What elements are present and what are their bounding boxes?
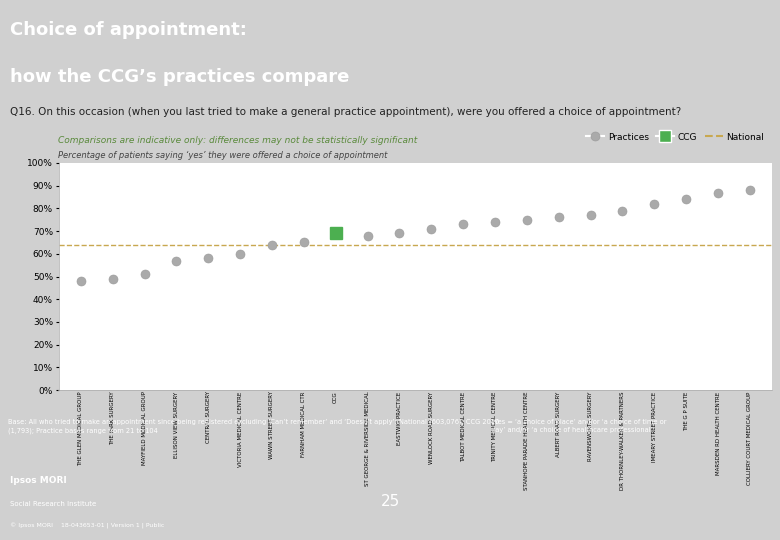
Text: Percentage of patients saying ‘yes’ they were offered a choice of appointment: Percentage of patients saying ‘yes’ they… — [58, 151, 388, 160]
Text: Base: All who tried to make an appointment since being registered excluding ‘Can: Base: All who tried to make an appointme… — [8, 418, 499, 434]
Text: Comparisons are indicative only: differences may not be statistically significan: Comparisons are indicative only: differe… — [58, 136, 418, 145]
Legend: Practices, CCG, National: Practices, CCG, National — [583, 129, 768, 145]
Text: © Ipsos MORI    18-043653-01 | Version 1 | Public: © Ipsos MORI 18-043653-01 | Version 1 | … — [10, 523, 165, 529]
Text: Q16. On this occasion (when you last tried to make a general practice appointmen: Q16. On this occasion (when you last tri… — [10, 107, 682, 117]
Text: Social Research Institute: Social Research Institute — [10, 501, 97, 507]
Text: *Yes = ‘a choice of place’ and/or ‘a choice of time or
day’ and/or ‘a choice of : *Yes = ‘a choice of place’ and/or ‘a cho… — [491, 418, 667, 433]
Text: how the CCG’s practices compare: how the CCG’s practices compare — [10, 68, 349, 86]
Text: Ipsos MORI: Ipsos MORI — [10, 476, 67, 485]
Text: 25: 25 — [381, 494, 399, 509]
Text: Choice of appointment:: Choice of appointment: — [10, 22, 247, 39]
